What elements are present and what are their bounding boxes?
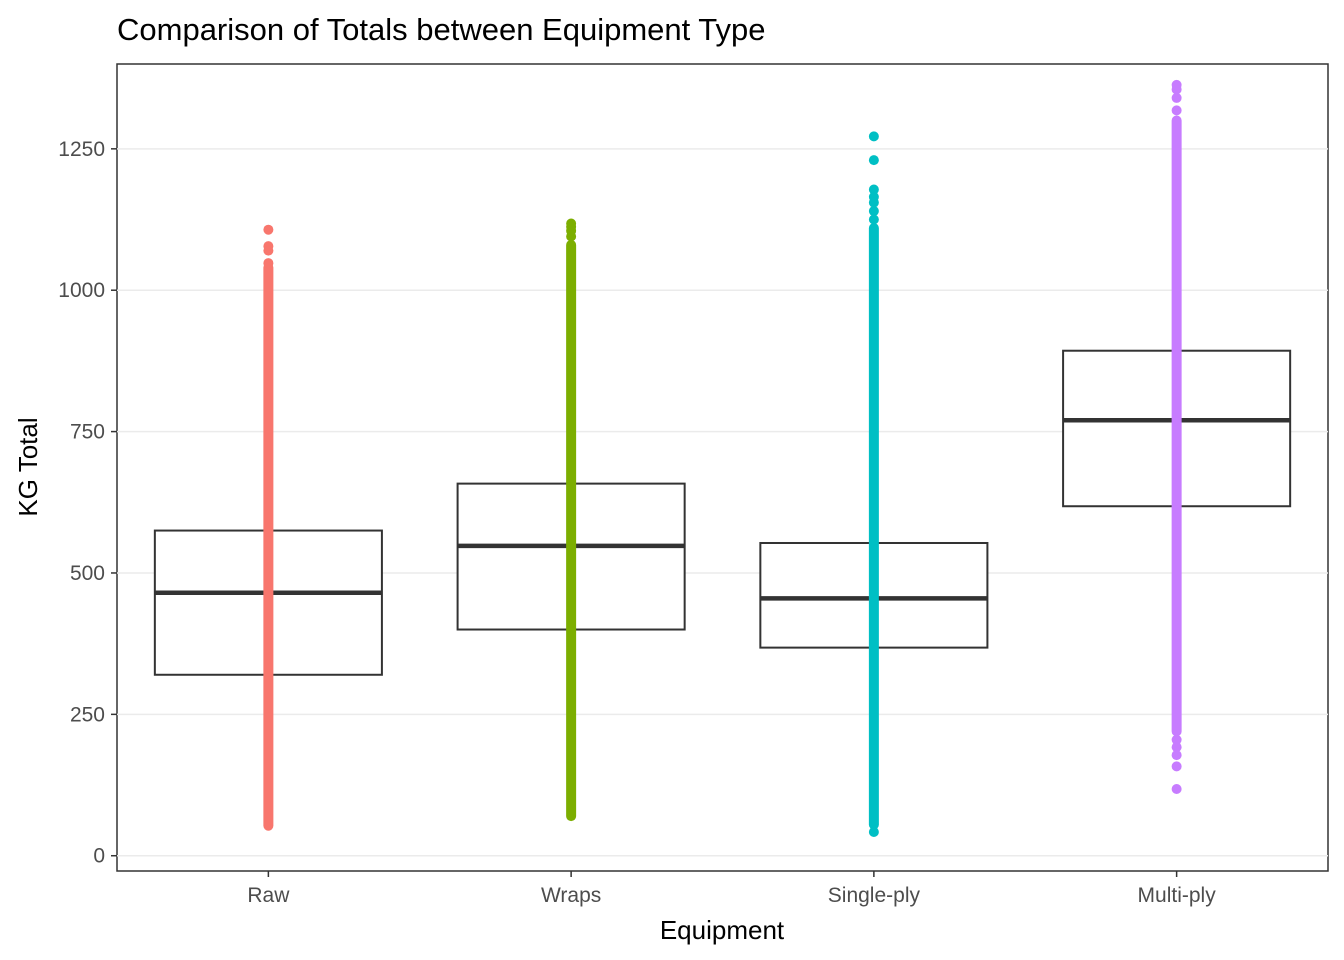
outlier-point-raw bbox=[263, 241, 274, 252]
x-tick-label-multi-ply: Multi-ply bbox=[1138, 884, 1217, 907]
series-single-ply bbox=[759, 131, 989, 837]
outlier-point-multi-ply bbox=[1171, 742, 1182, 753]
y-tick-label: 1250 bbox=[58, 138, 105, 161]
x-axis: Raw Wraps Single-ply Multi-ply bbox=[247, 871, 1216, 907]
chart-title: Comparison of Totals between Equipment T… bbox=[117, 12, 766, 47]
outlier-point-single-ply bbox=[868, 184, 879, 195]
y-tick-label: 750 bbox=[70, 421, 105, 444]
outlier-point-single-ply bbox=[868, 214, 879, 225]
x-tick-label-raw: Raw bbox=[247, 884, 290, 907]
chart-marks bbox=[153, 79, 1292, 837]
outlier-point-single-ply bbox=[868, 191, 879, 202]
outlier-point-single-ply bbox=[868, 826, 879, 837]
y-axis: 0 250 500 750 1000 1250 bbox=[58, 138, 117, 868]
y-axis-title: KG Total bbox=[13, 417, 43, 516]
outlier-point-raw bbox=[263, 224, 274, 235]
outlier-point-wraps bbox=[566, 218, 577, 229]
outlier-point-multi-ply bbox=[1171, 79, 1182, 90]
y-tick-label: 250 bbox=[70, 703, 105, 726]
x-tick-label-single-ply: Single-ply bbox=[828, 884, 921, 907]
outlier-point-single-ply bbox=[868, 131, 879, 142]
outlier-point-single-ply bbox=[868, 155, 879, 166]
outlier-point-multi-ply bbox=[1171, 105, 1182, 116]
outlier-point-multi-ply bbox=[1171, 734, 1182, 745]
outlier-point-single-ply bbox=[868, 206, 879, 217]
outlier-point-multi-ply bbox=[1171, 783, 1182, 794]
outlier-point-raw bbox=[263, 258, 274, 269]
y-tick-label: 500 bbox=[70, 562, 105, 585]
series-raw bbox=[153, 224, 383, 831]
series-wraps bbox=[456, 218, 686, 822]
x-axis-title: Equipment bbox=[660, 915, 785, 945]
y-tick-label: 1000 bbox=[58, 279, 105, 302]
outlier-point-multi-ply bbox=[1171, 750, 1182, 761]
outlier-point-multi-ply bbox=[1171, 92, 1182, 103]
outlier-point-multi-ply bbox=[1171, 761, 1182, 772]
series-multi-ply bbox=[1062, 79, 1292, 794]
y-tick-label: 0 bbox=[93, 845, 105, 868]
x-tick-label-wraps: Wraps bbox=[541, 884, 601, 907]
